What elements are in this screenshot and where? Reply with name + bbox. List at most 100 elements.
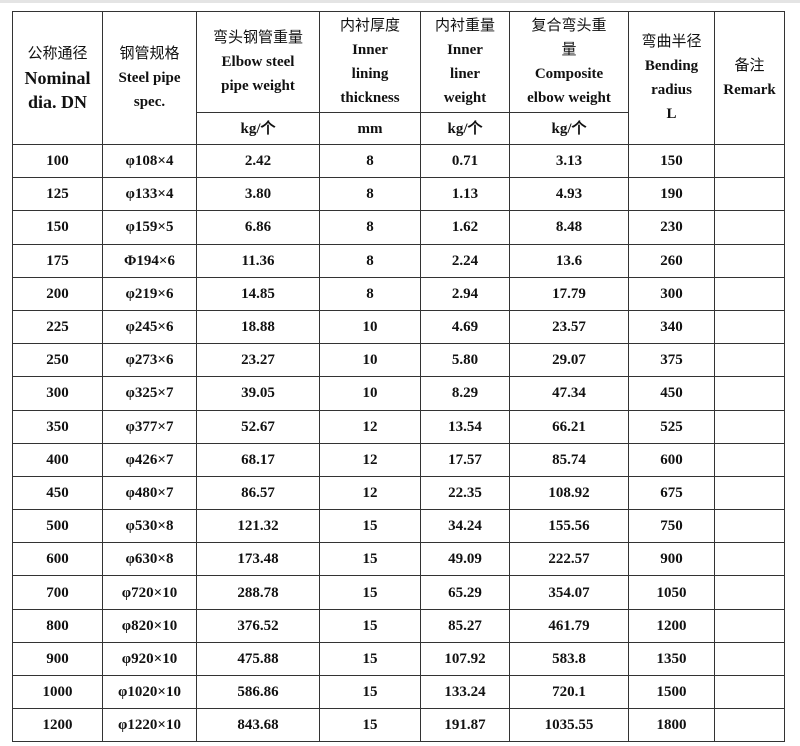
cell-elbow-steel-weight: 475.88 <box>196 641 320 677</box>
cell-remark <box>714 343 785 378</box>
cell-bending-radius: 1050 <box>628 575 715 610</box>
cell-bending-radius: 750 <box>628 509 715 544</box>
table-row: 800 φ820×10 376.52 15 85.27 461.79 1200 <box>12 608 785 643</box>
cell-lining-thickness: 12 <box>319 475 421 511</box>
table-row: 125 φ133×4 3.80 8 1.13 4.93 190 <box>12 177 785 212</box>
cell-liner-weight: 65.29 <box>420 575 510 610</box>
table-row: 900 φ920×10 475.88 15 107.92 583.8 1350 <box>12 641 785 677</box>
top-border <box>0 0 800 3</box>
header-elbow-steel-weight: 弯头钢管重量 Elbow steel pipe weight <box>196 11 320 113</box>
cell-bending-radius: 230 <box>628 210 715 245</box>
cell-lining-thickness: 12 <box>319 409 421 444</box>
cell-elbow-steel-weight: 843.68 <box>196 708 320 743</box>
cell-composite-weight: 85.74 <box>509 442 629 477</box>
cell-liner-weight: 2.24 <box>420 243 510 278</box>
cell-bending-radius: 150 <box>628 143 715 179</box>
cell-bending-radius: 1200 <box>628 608 715 643</box>
cell-remark <box>714 442 785 477</box>
cell-steel-pipe-spec: Φ194×6 <box>102 243 197 278</box>
cell-elbow-steel-weight: 39.05 <box>196 376 320 411</box>
cell-bending-radius: 525 <box>628 409 715 444</box>
cell-steel-pipe-spec: φ1220×10 <box>102 708 197 743</box>
cell-elbow-steel-weight: 68.17 <box>196 442 320 477</box>
cell-nominal-dia: 225 <box>12 309 103 345</box>
cell-nominal-dia: 800 <box>12 608 103 643</box>
cell-lining-thickness: 15 <box>319 674 421 710</box>
cell-nominal-dia: 200 <box>12 276 103 311</box>
cell-elbow-steel-weight: 121.32 <box>196 509 320 544</box>
cell-nominal-dia: 700 <box>12 575 103 610</box>
cell-steel-pipe-spec: φ720×10 <box>102 575 197 610</box>
cell-elbow-steel-weight: 23.27 <box>196 343 320 378</box>
cell-composite-weight: 17.79 <box>509 276 629 311</box>
elbow-spec-table: 公称通径 Nominal dia. DN 钢管规格 Steel pipe spec. 弯… <box>12 11 785 743</box>
table-row: 175 Φ194×6 11.36 8 2.24 13.6 260 <box>12 243 785 278</box>
cell-nominal-dia: 150 <box>12 210 103 245</box>
cell-lining-thickness: 8 <box>319 177 421 212</box>
cell-elbow-steel-weight: 2.42 <box>196 143 320 179</box>
cell-liner-weight: 49.09 <box>420 542 510 577</box>
cell-steel-pipe-spec: φ530×8 <box>102 509 197 544</box>
cell-composite-weight: 108.92 <box>509 475 629 511</box>
cell-remark <box>714 177 785 212</box>
cell-composite-weight: 13.6 <box>509 243 629 278</box>
cell-remark <box>714 143 785 179</box>
table-row: 150 φ159×5 6.86 8 1.62 8.48 230 <box>12 210 785 245</box>
cell-elbow-steel-weight: 586.86 <box>196 674 320 710</box>
cell-remark <box>714 409 785 444</box>
table-row: 300 φ325×7 39.05 10 8.29 47.34 450 <box>12 376 785 411</box>
cell-steel-pipe-spec: φ219×6 <box>102 276 197 311</box>
cell-lining-thickness: 8 <box>319 276 421 311</box>
table-row: 200 φ219×6 14.85 8 2.94 17.79 300 <box>12 276 785 311</box>
cell-steel-pipe-spec: φ377×7 <box>102 409 197 444</box>
cell-liner-weight: 13.54 <box>420 409 510 444</box>
cell-steel-pipe-spec: φ108×4 <box>102 143 197 179</box>
unit-inner-liner-weight: kg/个 <box>420 112 510 145</box>
cell-bending-radius: 900 <box>628 542 715 577</box>
cell-composite-weight: 47.34 <box>509 376 629 411</box>
cell-composite-weight: 4.93 <box>509 177 629 212</box>
cell-liner-weight: 34.24 <box>420 509 510 544</box>
table-row: 225 φ245×6 18.88 10 4.69 23.57 340 <box>12 309 785 345</box>
cell-remark <box>714 276 785 311</box>
cell-composite-weight: 583.8 <box>509 641 629 677</box>
cell-composite-weight: 155.56 <box>509 509 629 544</box>
cell-nominal-dia: 300 <box>12 376 103 411</box>
cell-composite-weight: 1035.55 <box>509 708 629 743</box>
cell-bending-radius: 1350 <box>628 641 715 677</box>
cell-remark <box>714 243 785 278</box>
cell-nominal-dia: 900 <box>12 641 103 677</box>
cell-lining-thickness: 12 <box>319 442 421 477</box>
cell-elbow-steel-weight: 376.52 <box>196 608 320 643</box>
cell-liner-weight: 8.29 <box>420 376 510 411</box>
cell-bending-radius: 190 <box>628 177 715 212</box>
cell-liner-weight: 1.62 <box>420 210 510 245</box>
table-row: 600 φ630×8 173.48 15 49.09 222.57 900 <box>12 542 785 577</box>
unit-inner-lining-thickness: mm <box>319 112 421 145</box>
cell-composite-weight: 3.13 <box>509 143 629 179</box>
cell-lining-thickness: 15 <box>319 509 421 544</box>
cell-remark <box>714 509 785 544</box>
cell-composite-weight: 23.57 <box>509 309 629 345</box>
cell-nominal-dia: 1000 <box>12 674 103 710</box>
cell-remark <box>714 641 785 677</box>
table-row: 350 φ377×7 52.67 12 13.54 66.21 525 <box>12 409 785 444</box>
cell-composite-weight: 29.07 <box>509 343 629 378</box>
cell-elbow-steel-weight: 52.67 <box>196 409 320 444</box>
cell-lining-thickness: 8 <box>319 210 421 245</box>
table-row: 100 φ108×4 2.42 8 0.71 3.13 150 <box>12 143 785 179</box>
cell-lining-thickness: 8 <box>319 143 421 179</box>
table-row: 450 φ480×7 86.57 12 22.35 108.92 675 <box>12 475 785 511</box>
table-row: 250 φ273×6 23.27 10 5.80 29.07 375 <box>12 343 785 378</box>
cell-remark <box>714 309 785 345</box>
header-bending-radius: 弯曲半径 Bending radius L <box>628 11 715 145</box>
cell-lining-thickness: 15 <box>319 641 421 677</box>
cell-liner-weight: 107.92 <box>420 641 510 677</box>
table-row: 500 φ530×8 121.32 15 34.24 155.56 750 <box>12 509 785 544</box>
cell-composite-weight: 354.07 <box>509 575 629 610</box>
cell-steel-pipe-spec: φ245×6 <box>102 309 197 345</box>
cell-nominal-dia: 600 <box>12 542 103 577</box>
cell-nominal-dia: 350 <box>12 409 103 444</box>
cell-remark <box>714 674 785 710</box>
cell-steel-pipe-spec: φ1020×10 <box>102 674 197 710</box>
